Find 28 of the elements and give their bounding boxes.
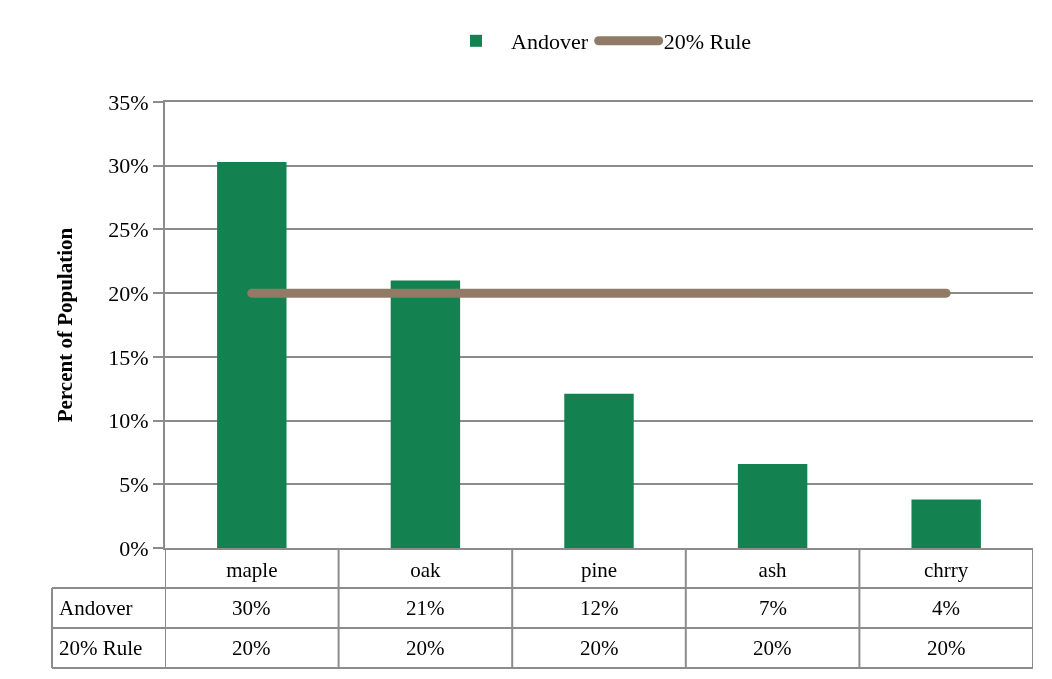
y-tick-label: 15%	[108, 344, 149, 370]
data-label: 20%	[232, 636, 271, 660]
y-axis-title: Percent of Population	[52, 227, 77, 423]
data-label: 20%	[580, 636, 619, 660]
data-label: 20%	[927, 636, 966, 660]
data-label: 30%	[232, 596, 271, 620]
data-label: 7%	[759, 596, 787, 620]
legend-label: 20% Rule	[663, 29, 752, 55]
x-tick-label: oak	[410, 558, 442, 583]
y-tick-label: 0%	[119, 535, 149, 561]
legend-label: Andover	[511, 29, 589, 55]
y-tick-label: 25%	[108, 217, 149, 243]
data-label: 20%	[753, 636, 792, 660]
data-label: 20%	[406, 636, 445, 660]
x-tick-label: maple	[226, 558, 278, 583]
data-label: 12%	[580, 596, 619, 620]
y-tick-label: 35%	[108, 89, 149, 115]
y-tick-label: 5%	[119, 471, 149, 497]
x-tick-label: chrry	[924, 558, 969, 583]
data-label: 4%	[932, 596, 960, 620]
y-tick-label: 10%	[108, 408, 149, 434]
x-tick-label: ash	[758, 558, 788, 583]
y-tick-label: 20%	[108, 280, 149, 306]
x-tick-label: pine	[580, 558, 618, 583]
y-tick-label: 30%	[108, 153, 149, 179]
data-label: 21%	[406, 596, 445, 620]
text: 20% Rule	[59, 636, 143, 660]
text: Andover	[59, 596, 133, 620]
